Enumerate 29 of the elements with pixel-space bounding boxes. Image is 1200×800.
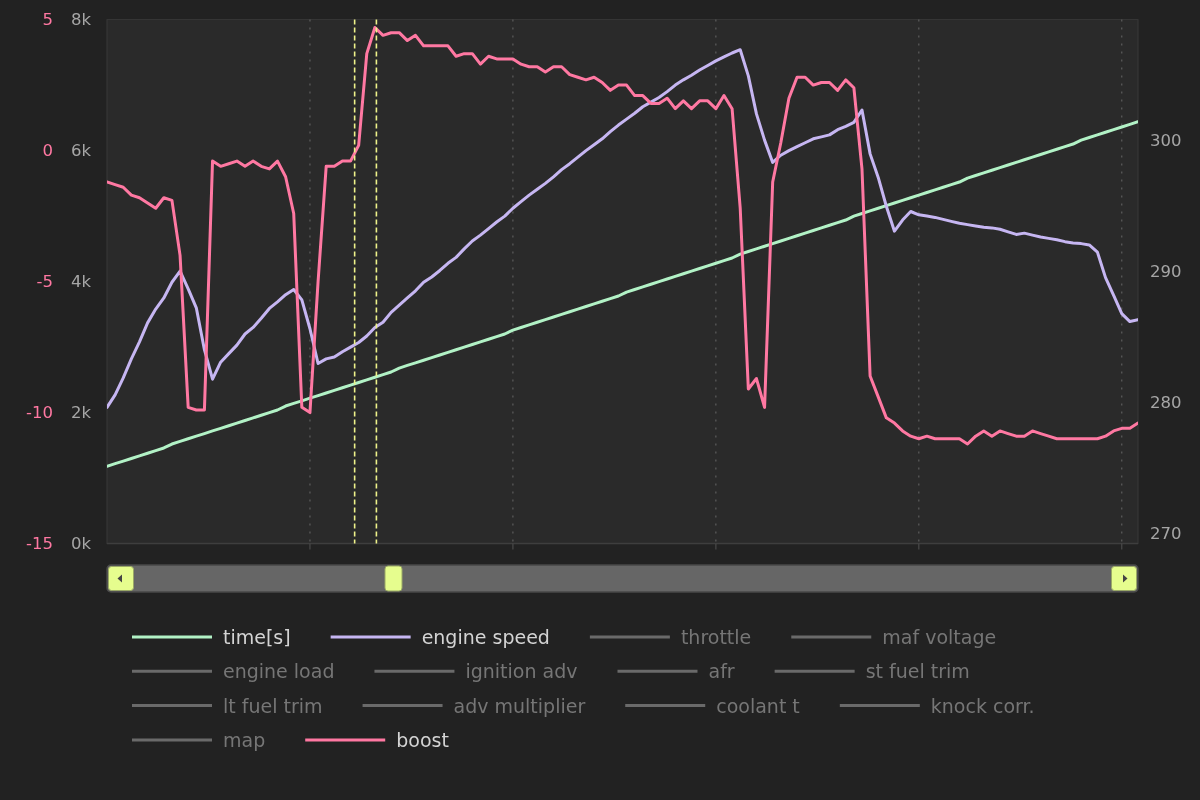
y-tick-label: 6k [70, 141, 92, 161]
legend-label: adv multiplier [453, 694, 586, 717]
y2-tick-label: 280 [1150, 392, 1182, 412]
y3-tick-label: 0 [42, 141, 53, 161]
legend-label: afr [708, 660, 735, 683]
legend-label: st fuel trim [865, 660, 970, 683]
legend-label: engine load [223, 660, 335, 683]
line-series [107, 120, 1138, 468]
y2-tick-label: 270 [1150, 523, 1182, 543]
y2-tick-label: 300 [1150, 130, 1182, 150]
legend-label: boost [396, 728, 449, 751]
y2-tick-label: 290 [1150, 261, 1182, 281]
y3-tick-label: -5 [36, 272, 53, 292]
legend-label: throttle [680, 626, 752, 648]
y-tick-label: 0k [70, 534, 92, 554]
legend-label: lt fuel trim [223, 694, 323, 717]
y3-tick-label: -10 [26, 403, 53, 423]
y-tick-label: 2k [70, 403, 92, 423]
legend-label: maf voltage [882, 626, 997, 648]
legend-label: knock corr. [930, 694, 1035, 717]
y3-tick-label: -15 [26, 534, 53, 554]
legend-label: engine speed [421, 626, 550, 648]
legend-label: ignition adv [465, 660, 578, 683]
legend-label: coolant t [716, 694, 800, 717]
y-tick-label: 4k [70, 272, 92, 292]
legend-label: time[s] [223, 626, 291, 648]
y3-tick-label: 5 [42, 10, 53, 30]
y-tick-label: 8k [70, 10, 92, 30]
legend-label: map [223, 728, 266, 751]
